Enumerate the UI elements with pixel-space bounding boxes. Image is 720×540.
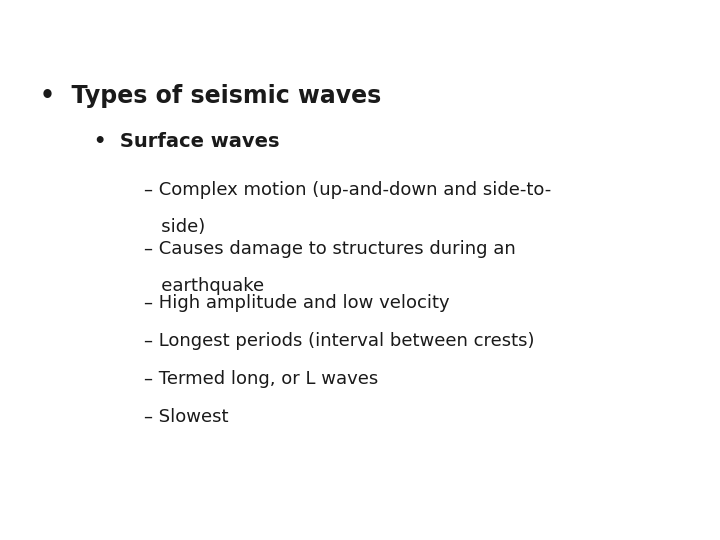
Text: – Causes damage to structures during an: – Causes damage to structures during an: [144, 240, 516, 258]
Text: •  Surface waves: • Surface waves: [94, 132, 279, 151]
Text: – High amplitude and low velocity: – High amplitude and low velocity: [144, 294, 449, 312]
Text: side): side): [144, 218, 205, 235]
Text: – Longest periods (interval between crests): – Longest periods (interval between cres…: [144, 332, 534, 350]
Text: •  Types of seismic waves: • Types of seismic waves: [40, 84, 381, 107]
Text: – Complex motion (up-and-down and side-to-: – Complex motion (up-and-down and side-t…: [144, 181, 552, 199]
Text: earthquake: earthquake: [144, 277, 264, 295]
Text: – Termed long, or L waves: – Termed long, or L waves: [144, 370, 378, 388]
Text: – Slowest: – Slowest: [144, 408, 228, 426]
